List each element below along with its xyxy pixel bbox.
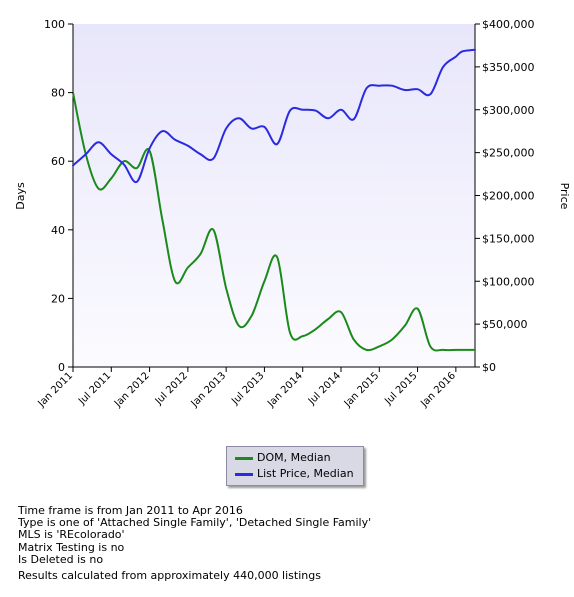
x-tick-label: Jul 2012 <box>153 370 190 407</box>
y-right-tick-label: $0 <box>482 361 496 374</box>
chart: 0 20 40 60 80 100 $0 $50,000 $100,000 $150,000 $2… <box>14 18 571 410</box>
legend-label-dom: DOM, Median <box>257 451 331 464</box>
y-right-tick-label: $200,000 <box>482 190 535 203</box>
y-left-tick-label: 20 <box>51 292 65 305</box>
legend: DOM, Median List Price, Median <box>226 446 364 486</box>
y-right-tick-label: $300,000 <box>482 104 535 117</box>
y-right-tick-label: $100,000 <box>482 275 535 288</box>
plot-area <box>73 24 475 367</box>
series-line-price <box>72 48 476 184</box>
x-tick-label: Jan 2013 <box>189 370 229 410</box>
x-tick-label: Jul 2014 <box>306 370 343 407</box>
note-mls: MLS is 'REcolorado' <box>18 528 125 542</box>
y-right-tick-label: $150,000 <box>482 232 535 245</box>
x-tick-label: Jan 2014 <box>265 370 305 410</box>
result-count: Results calculated from approximately 44… <box>18 569 321 583</box>
y-left-tick-label: 80 <box>51 87 65 100</box>
x-tick-label: Jul 2011 <box>76 370 113 407</box>
y-right-tick-label: $250,000 <box>482 147 535 160</box>
x-tick-label: Jul 2013 <box>229 370 266 407</box>
note-matrix-testing: Matrix Testing is no <box>18 540 125 554</box>
y-left-tick-label: 60 <box>51 155 65 168</box>
x-tick-label: Jan 2015 <box>342 370 382 410</box>
x-tick-label: Jan 2012 <box>112 370 152 410</box>
legend-swatch-price <box>235 472 253 476</box>
legend-label-price: List Price, Median <box>257 467 354 480</box>
y-right-tick-label: $400,000 <box>482 18 535 31</box>
x-tick-label: Jan 2016 <box>418 370 458 410</box>
y-axis-left-title: Days <box>14 182 27 210</box>
legend-item-dom: DOM, Median <box>235 450 331 466</box>
note-timeframe: Time frame is from Jan 2011 to Apr 2016 <box>18 504 243 517</box>
filter-notes: Time frame is from Jan 2011 to Apr 2016 … <box>18 504 372 583</box>
note-type: Type is one of 'Attached Single Family',… <box>18 516 372 530</box>
series-line-dom <box>72 91 476 352</box>
y-left-tick-label: 40 <box>51 224 65 237</box>
legend-swatch-dom <box>235 456 253 460</box>
y-left-tick-label: 0 <box>58 361 65 374</box>
note-is-deleted: Is Deleted is no <box>18 552 104 566</box>
y-left-tick-label: 100 <box>44 18 65 31</box>
y-right-tick-label: $50,000 <box>482 318 528 331</box>
x-tick-label: Jan 2011 <box>35 370 75 410</box>
x-tick-label: Jul 2015 <box>382 370 419 407</box>
y-right-tick-label: $350,000 <box>482 61 535 74</box>
legend-item-price: List Price, Median <box>235 466 354 482</box>
y-axis-right-title: Price <box>558 183 571 210</box>
